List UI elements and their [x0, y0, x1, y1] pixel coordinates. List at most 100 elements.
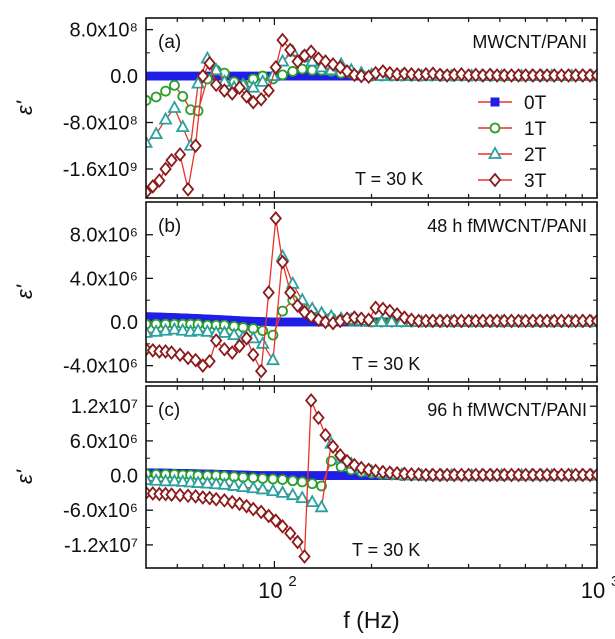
- point-3T: [334, 447, 347, 463]
- point-3T: [247, 347, 260, 363]
- point-1T: [160, 85, 171, 97]
- point-2T: [200, 475, 215, 489]
- point-3T: [209, 491, 223, 507]
- legend-label: 2T: [524, 145, 547, 166]
- legend-label: 0T: [524, 93, 547, 114]
- point-3T: [390, 465, 404, 481]
- point-2T: [285, 487, 300, 501]
- point-2T: [255, 481, 270, 495]
- point-2T: [255, 74, 270, 87]
- point-3T: [291, 298, 304, 314]
- point-1T: [150, 91, 162, 103]
- legend-item-3T: 3T: [478, 171, 547, 192]
- point-1T: [277, 69, 288, 81]
- temperature-annotation: T = 30 K: [352, 540, 420, 560]
- panel-title: 48 h fMWCNT/PANI: [427, 216, 587, 236]
- point-3T: [269, 210, 282, 226]
- point-2T: [227, 327, 242, 340]
- point-2T: [149, 472, 164, 486]
- point-2T: [146, 134, 154, 148]
- point-2T: [167, 473, 182, 487]
- point-3T: [240, 330, 253, 346]
- point-2T: [158, 322, 173, 336]
- point-2T: [246, 480, 261, 494]
- point-2T: [191, 322, 206, 336]
- x-tick-exponent: 2: [288, 573, 296, 590]
- point-3T: [269, 513, 282, 529]
- point-3T: [326, 439, 340, 455]
- plot-frame: [145, 201, 598, 383]
- point-2T: [314, 499, 329, 513]
- y-tick-label: 1.2x10⁷: [71, 396, 138, 418]
- panel-title: MWCNT/PANI: [472, 32, 587, 52]
- y-tick-label: -1.2x10⁷: [64, 535, 138, 557]
- point-2T: [217, 476, 232, 490]
- point-1T: [287, 66, 299, 77]
- legend-item-2T: 2T: [478, 145, 547, 166]
- x-tick-label: 10 2: [258, 573, 297, 603]
- point-1T: [146, 95, 152, 106]
- point-3T: [189, 138, 202, 154]
- point-3T: [226, 345, 239, 360]
- y-tick-label: 0.0: [110, 466, 138, 488]
- point-3T: [298, 549, 311, 564]
- point-3T: [146, 178, 160, 194]
- point-3T: [369, 300, 382, 316]
- point-2T: [146, 472, 154, 486]
- legend-marker-1T: [489, 122, 501, 134]
- point-2T: [384, 314, 399, 327]
- point-3T: [209, 333, 223, 348]
- point-3T: [240, 88, 253, 104]
- point-2T: [167, 321, 182, 335]
- point-3T: [362, 312, 375, 328]
- point-3T: [189, 352, 202, 368]
- series-group: [146, 210, 597, 379]
- point-3T: [284, 42, 297, 58]
- point-3T: [312, 51, 325, 67]
- point-1T: [306, 64, 318, 76]
- point-1T: [277, 305, 288, 317]
- point-2T: [217, 325, 232, 338]
- plot-frame: [145, 385, 598, 569]
- y-axis-label: ε': [12, 469, 37, 484]
- point-2T: [175, 322, 190, 336]
- panel-b: 8.0x10⁶ 4.0x10⁶ 0.0 -4.0x10⁶ (b) 48 h fMWCNT/…: [12, 201, 598, 383]
- point-3T: [319, 427, 332, 443]
- point-3T: [405, 312, 418, 328]
- point-3T: [304, 44, 318, 60]
- y-tick-label: -1.6x10⁹: [63, 159, 138, 181]
- point-2T: [295, 490, 310, 503]
- series-group: [146, 393, 597, 564]
- y-tick-label: 6.0x10⁶: [70, 431, 138, 453]
- y-tick-label: 0.0: [110, 66, 138, 88]
- legend-marker-0T: [490, 97, 500, 107]
- point-3T: [276, 518, 289, 534]
- point-2T: [305, 494, 320, 508]
- y-axis-label: ε': [12, 284, 37, 299]
- point-2T: [149, 323, 164, 337]
- point-3T: [153, 173, 166, 188]
- point-3T: [276, 254, 289, 270]
- point-3T: [233, 80, 246, 96]
- point-3T: [181, 488, 195, 504]
- point-3T: [590, 467, 597, 483]
- y-tick-label: -6.0x10⁶: [63, 500, 138, 522]
- point-3T: [254, 91, 268, 107]
- point-3T: [196, 68, 209, 84]
- panel-label: (a): [158, 32, 181, 53]
- legend-marker-2T: [487, 146, 503, 159]
- panel-label: (b): [158, 216, 181, 237]
- point-2T: [285, 275, 300, 289]
- point-2T: [167, 100, 182, 113]
- point-1T: [169, 79, 180, 91]
- y-tick-label: -8.0x10⁸: [63, 113, 138, 135]
- point-3T: [383, 65, 397, 81]
- point-3T: [590, 313, 597, 329]
- point-1T: [177, 90, 189, 102]
- point-3T: [218, 492, 231, 508]
- point-3T: [146, 184, 153, 198]
- point-2T: [146, 325, 154, 338]
- point-1T: [192, 105, 204, 117]
